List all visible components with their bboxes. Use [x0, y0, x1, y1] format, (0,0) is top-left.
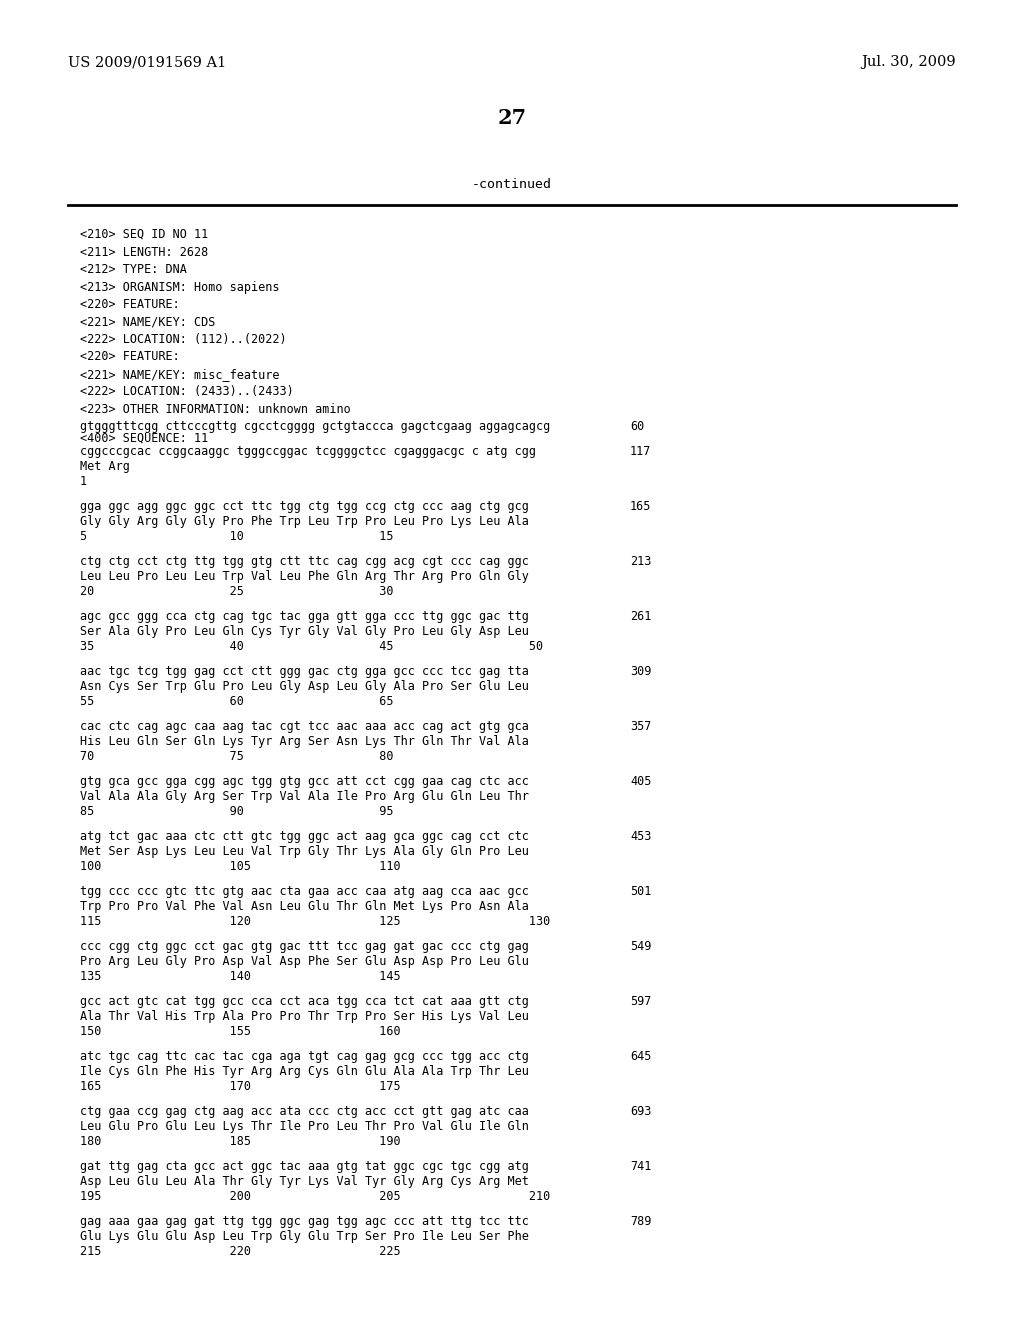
Text: atc tgc cag ttc cac tac cga aga tgt cag gag gcg ccc tgg acc ctg: atc tgc cag ttc cac tac cga aga tgt cag …	[80, 1049, 528, 1063]
Text: Ile Cys Gln Phe His Tyr Arg Arg Cys Gln Glu Ala Ala Trp Thr Leu: Ile Cys Gln Phe His Tyr Arg Arg Cys Gln …	[80, 1065, 528, 1078]
Text: 60: 60	[630, 420, 644, 433]
Text: <220> FEATURE:: <220> FEATURE:	[80, 351, 180, 363]
Text: 549: 549	[630, 940, 651, 953]
Text: 357: 357	[630, 719, 651, 733]
Text: aac tgc tcg tgg gag cct ctt ggg gac ctg gga gcc ccc tcc gag tta: aac tgc tcg tgg gag cct ctt ggg gac ctg …	[80, 665, 528, 678]
Text: <221> NAME/KEY: CDS: <221> NAME/KEY: CDS	[80, 315, 215, 329]
Text: 693: 693	[630, 1105, 651, 1118]
Text: 150                  155                  160: 150 155 160	[80, 1026, 400, 1038]
Text: 117: 117	[630, 445, 651, 458]
Text: 215                  220                  225: 215 220 225	[80, 1245, 400, 1258]
Text: 70                   75                   80: 70 75 80	[80, 750, 393, 763]
Text: cac ctc cag agc caa aag tac cgt tcc aac aaa acc cag act gtg gca: cac ctc cag agc caa aag tac cgt tcc aac …	[80, 719, 528, 733]
Text: atg tct gac aaa ctc ctt gtc tgg ggc act aag gca ggc cag cct ctc: atg tct gac aaa ctc ctt gtc tgg ggc act …	[80, 830, 528, 843]
Text: 180                  185                  190: 180 185 190	[80, 1135, 400, 1148]
Text: 645: 645	[630, 1049, 651, 1063]
Text: 35                   40                   45                   50: 35 40 45 50	[80, 640, 543, 653]
Text: 453: 453	[630, 830, 651, 843]
Text: gcc act gtc cat tgg gcc cca cct aca tgg cca tct cat aaa gtt ctg: gcc act gtc cat tgg gcc cca cct aca tgg …	[80, 995, 528, 1008]
Text: 309: 309	[630, 665, 651, 678]
Text: ccc cgg ctg ggc cct gac gtg gac ttt tcc gag gat gac ccc ctg gag: ccc cgg ctg ggc cct gac gtg gac ttt tcc …	[80, 940, 528, 953]
Text: 195                  200                  205                  210: 195 200 205 210	[80, 1191, 550, 1203]
Text: Met Arg: Met Arg	[80, 459, 130, 473]
Text: 501: 501	[630, 884, 651, 898]
Text: 165                  170                  175: 165 170 175	[80, 1080, 400, 1093]
Text: Asn Cys Ser Trp Glu Pro Leu Gly Asp Leu Gly Ala Pro Ser Glu Leu: Asn Cys Ser Trp Glu Pro Leu Gly Asp Leu …	[80, 680, 528, 693]
Text: ctg gaa ccg gag ctg aag acc ata ccc ctg acc cct gtt gag atc caa: ctg gaa ccg gag ctg aag acc ata ccc ctg …	[80, 1105, 528, 1118]
Text: <220> FEATURE:: <220> FEATURE:	[80, 298, 180, 312]
Text: <222> LOCATION: (2433)..(2433): <222> LOCATION: (2433)..(2433)	[80, 385, 294, 399]
Text: 20                   25                   30: 20 25 30	[80, 585, 393, 598]
Text: 5                    10                   15: 5 10 15	[80, 531, 393, 543]
Text: gtg gca gcc gga cgg agc tgg gtg gcc att cct cgg gaa cag ctc acc: gtg gca gcc gga cgg agc tgg gtg gcc att …	[80, 775, 528, 788]
Text: 165: 165	[630, 500, 651, 513]
Text: US 2009/0191569 A1: US 2009/0191569 A1	[68, 55, 226, 69]
Text: <223> OTHER INFORMATION: unknown amino: <223> OTHER INFORMATION: unknown amino	[80, 403, 351, 416]
Text: Jul. 30, 2009: Jul. 30, 2009	[861, 55, 956, 69]
Text: Ser Ala Gly Pro Leu Gln Cys Tyr Gly Val Gly Pro Leu Gly Asp Leu: Ser Ala Gly Pro Leu Gln Cys Tyr Gly Val …	[80, 624, 528, 638]
Text: 597: 597	[630, 995, 651, 1008]
Text: gga ggc agg ggc ggc cct ttc tgg ctg tgg ccg ctg ccc aag ctg gcg: gga ggc agg ggc ggc cct ttc tgg ctg tgg …	[80, 500, 528, 513]
Text: 85                   90                   95: 85 90 95	[80, 805, 393, 818]
Text: <222> LOCATION: (112)..(2022): <222> LOCATION: (112)..(2022)	[80, 333, 287, 346]
Text: 115                  120                  125                  130: 115 120 125 130	[80, 915, 550, 928]
Text: -continued: -continued	[472, 178, 552, 191]
Text: 1: 1	[80, 475, 87, 488]
Text: cggcccgcac ccggcaaggc tgggccggac tcggggctcc cgagggacgc c atg cgg: cggcccgcac ccggcaaggc tgggccggac tcggggc…	[80, 445, 536, 458]
Text: gtgggtttcgg cttcccgttg cgcctcgggg gctgtaccca gagctcgaag aggagcagcg: gtgggtttcgg cttcccgttg cgcctcgggg gctgta…	[80, 420, 550, 433]
Text: ctg ctg cct ctg ttg tgg gtg ctt ttc cag cgg acg cgt ccc cag ggc: ctg ctg cct ctg ttg tgg gtg ctt ttc cag …	[80, 554, 528, 568]
Text: 55                   60                   65: 55 60 65	[80, 696, 393, 708]
Text: tgg ccc ccc gtc ttc gtg aac cta gaa acc caa atg aag cca aac gcc: tgg ccc ccc gtc ttc gtg aac cta gaa acc …	[80, 884, 528, 898]
Text: Gly Gly Arg Gly Gly Pro Phe Trp Leu Trp Pro Leu Pro Lys Leu Ala: Gly Gly Arg Gly Gly Pro Phe Trp Leu Trp …	[80, 515, 528, 528]
Text: 261: 261	[630, 610, 651, 623]
Text: <211> LENGTH: 2628: <211> LENGTH: 2628	[80, 246, 208, 259]
Text: 741: 741	[630, 1160, 651, 1173]
Text: 27: 27	[498, 108, 526, 128]
Text: gat ttg gag cta gcc act ggc tac aaa gtg tat ggc cgc tgc cgg atg: gat ttg gag cta gcc act ggc tac aaa gtg …	[80, 1160, 528, 1173]
Text: Ala Thr Val His Trp Ala Pro Pro Thr Trp Pro Ser His Lys Val Leu: Ala Thr Val His Trp Ala Pro Pro Thr Trp …	[80, 1010, 528, 1023]
Text: 100                  105                  110: 100 105 110	[80, 861, 400, 873]
Text: <213> ORGANISM: Homo sapiens: <213> ORGANISM: Homo sapiens	[80, 281, 280, 293]
Text: 789: 789	[630, 1214, 651, 1228]
Text: Met Ser Asp Lys Leu Leu Val Trp Gly Thr Lys Ala Gly Gln Pro Leu: Met Ser Asp Lys Leu Leu Val Trp Gly Thr …	[80, 845, 528, 858]
Text: <212> TYPE: DNA: <212> TYPE: DNA	[80, 263, 186, 276]
Text: 405: 405	[630, 775, 651, 788]
Text: His Leu Gln Ser Gln Lys Tyr Arg Ser Asn Lys Thr Gln Thr Val Ala: His Leu Gln Ser Gln Lys Tyr Arg Ser Asn …	[80, 735, 528, 748]
Text: <400> SEQUENCE: 11: <400> SEQUENCE: 11	[80, 432, 208, 445]
Text: Trp Pro Pro Val Phe Val Asn Leu Glu Thr Gln Met Lys Pro Asn Ala: Trp Pro Pro Val Phe Val Asn Leu Glu Thr …	[80, 900, 528, 913]
Text: agc gcc ggg cca ctg cag tgc tac gga gtt gga ccc ttg ggc gac ttg: agc gcc ggg cca ctg cag tgc tac gga gtt …	[80, 610, 528, 623]
Text: <210> SEQ ID NO 11: <210> SEQ ID NO 11	[80, 228, 208, 242]
Text: 135                  140                  145: 135 140 145	[80, 970, 400, 983]
Text: Val Ala Ala Gly Arg Ser Trp Val Ala Ile Pro Arg Glu Gln Leu Thr: Val Ala Ala Gly Arg Ser Trp Val Ala Ile …	[80, 789, 528, 803]
Text: Asp Leu Glu Leu Ala Thr Gly Tyr Lys Val Tyr Gly Arg Cys Arg Met: Asp Leu Glu Leu Ala Thr Gly Tyr Lys Val …	[80, 1175, 528, 1188]
Text: Pro Arg Leu Gly Pro Asp Val Asp Phe Ser Glu Asp Asp Pro Leu Glu: Pro Arg Leu Gly Pro Asp Val Asp Phe Ser …	[80, 954, 528, 968]
Text: Leu Glu Pro Glu Leu Lys Thr Ile Pro Leu Thr Pro Val Glu Ile Gln: Leu Glu Pro Glu Leu Lys Thr Ile Pro Leu …	[80, 1119, 528, 1133]
Text: Leu Leu Pro Leu Leu Trp Val Leu Phe Gln Arg Thr Arg Pro Gln Gly: Leu Leu Pro Leu Leu Trp Val Leu Phe Gln …	[80, 570, 528, 583]
Text: Glu Lys Glu Glu Asp Leu Trp Gly Glu Trp Ser Pro Ile Leu Ser Phe: Glu Lys Glu Glu Asp Leu Trp Gly Glu Trp …	[80, 1230, 528, 1243]
Text: 213: 213	[630, 554, 651, 568]
Text: <221> NAME/KEY: misc_feature: <221> NAME/KEY: misc_feature	[80, 368, 280, 381]
Text: gag aaa gaa gag gat ttg tgg ggc gag tgg agc ccc att ttg tcc ttc: gag aaa gaa gag gat ttg tgg ggc gag tgg …	[80, 1214, 528, 1228]
